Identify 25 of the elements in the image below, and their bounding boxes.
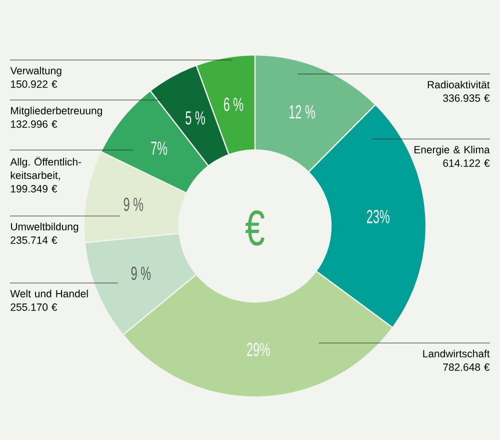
slice-label: Energie & Klima	[414, 146, 490, 156]
slice-label: Umweltbildung	[11, 222, 78, 232]
slice-label: Verwaltung	[10, 66, 62, 76]
text: ,	[58, 178, 60, 180]
slice-label: Welt und Handel	[10, 290, 88, 298]
data-label: 782.648 €	[443, 363, 490, 371]
text: 5 %	[186, 111, 205, 125]
data-label: 614.122 €	[443, 159, 490, 167]
data-label: 150.922 €	[10, 80, 58, 88]
text: 9 %	[131, 266, 151, 280]
text: 6 %	[224, 98, 244, 112]
text: 7%	[151, 142, 168, 155]
text: 12 %	[290, 105, 316, 118]
data-label: 336.935 €	[443, 94, 490, 102]
slice-label: Landwirtschaft	[423, 350, 490, 358]
text: 29%	[247, 342, 270, 356]
data-label: 235.714 €	[10, 236, 58, 244]
text: 9 %	[124, 198, 144, 212]
slice-label: Radioaktivität	[428, 80, 490, 88]
slice-label: Mitgliederbetreuung	[11, 106, 102, 116]
data-label: 132.996 €	[10, 120, 58, 128]
data-label: 255.170 €	[10, 303, 58, 311]
data-label: 199.349 €	[10, 185, 58, 192]
text: €	[245, 210, 264, 246]
text: 23%	[366, 210, 390, 224]
